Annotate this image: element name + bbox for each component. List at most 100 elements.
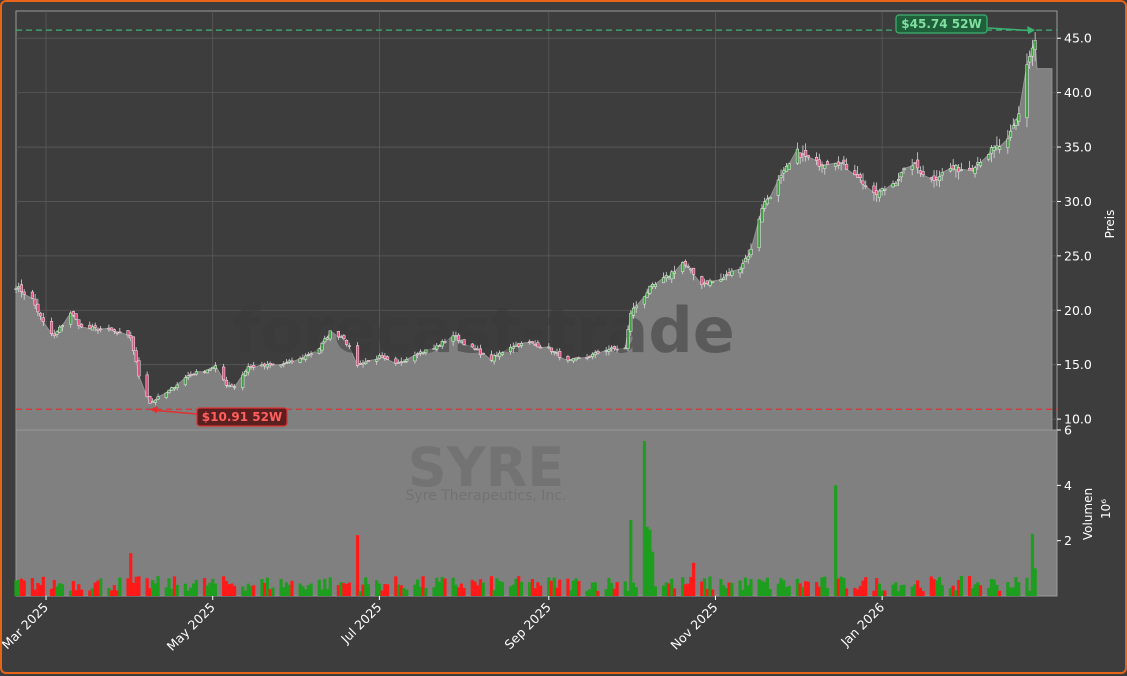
volume-bar <box>820 577 824 596</box>
price-tick-label: 25.0 <box>1064 248 1092 263</box>
volume-bar <box>481 582 485 596</box>
volume-bar <box>741 589 745 596</box>
candle-body <box>454 335 458 337</box>
candle-body <box>49 321 54 334</box>
volume-bar <box>153 583 157 596</box>
volume-bar <box>547 577 551 596</box>
candle-body <box>571 358 575 362</box>
volume-bar <box>615 582 619 596</box>
price-tick-label: 20.0 <box>1064 303 1092 318</box>
volume-bar <box>738 580 742 596</box>
volume-bar <box>730 582 734 596</box>
candle-body <box>323 338 327 343</box>
volume-bar <box>839 576 843 596</box>
volume-bar <box>189 587 193 596</box>
candle-body <box>588 355 592 358</box>
candle-body <box>815 156 819 161</box>
candle-body <box>648 285 652 294</box>
candle-body <box>30 291 34 299</box>
volume-bar <box>722 585 726 596</box>
candle-body <box>798 152 802 158</box>
volume-bar <box>347 582 351 596</box>
volume-bar <box>298 583 302 596</box>
candle-body <box>202 371 207 373</box>
candle-body <box>211 366 215 369</box>
candle-body <box>107 327 111 330</box>
volume-bar <box>55 586 59 596</box>
candle-body <box>421 352 425 354</box>
candle-body <box>306 354 310 356</box>
candle-body <box>224 379 228 386</box>
candle-body <box>623 347 627 350</box>
volume-bar <box>224 581 228 596</box>
candle-body <box>948 168 952 172</box>
candle-body <box>645 292 649 298</box>
candle-body <box>910 165 914 170</box>
volume-bar <box>765 577 769 596</box>
candle-body <box>222 366 226 381</box>
volume-bar <box>577 581 581 596</box>
volume-bar <box>457 587 461 596</box>
price-tick-label: 15.0 <box>1064 357 1092 372</box>
candle-body <box>877 190 881 198</box>
volume-bar <box>394 576 398 596</box>
candle-body <box>1009 130 1013 138</box>
candle-body <box>192 373 196 376</box>
volume-bar <box>667 583 671 596</box>
candle-body <box>386 356 390 360</box>
candle-body <box>164 392 168 398</box>
volume-panel <box>15 429 1058 597</box>
candle-body <box>921 171 925 176</box>
volume-bar <box>459 583 463 596</box>
volume-bar <box>959 575 963 596</box>
candle-body <box>1006 138 1010 148</box>
candle-body <box>134 350 138 363</box>
volume-bar <box>77 584 81 596</box>
volume-bar <box>760 580 764 596</box>
volume-bar <box>440 576 444 596</box>
volume-bar <box>432 587 436 596</box>
volume-bar <box>227 584 231 596</box>
candle-body <box>290 360 294 363</box>
candle-body <box>530 341 534 344</box>
volume-bar <box>380 590 384 596</box>
volume-bar <box>208 582 212 596</box>
volume-bar <box>167 578 171 596</box>
volume-bar <box>864 577 868 596</box>
volume-bar <box>951 585 955 596</box>
volume-bar <box>205 585 209 596</box>
candle-body <box>71 311 75 316</box>
candle-body <box>383 355 387 359</box>
candle-body <box>41 317 45 323</box>
candle-body <box>664 275 668 279</box>
volume-bar <box>265 577 269 596</box>
candle-body <box>692 267 696 275</box>
volume-bar <box>1030 533 1035 596</box>
candle-body <box>129 335 133 339</box>
volume-bar <box>935 580 939 596</box>
candle-body <box>208 368 212 371</box>
candle-body <box>642 296 646 305</box>
candle-body <box>853 170 857 175</box>
candle-body <box>539 346 543 349</box>
volume-bar <box>451 577 455 596</box>
volume-bar <box>653 586 657 596</box>
candle-body <box>380 355 384 358</box>
candle-body <box>757 218 761 248</box>
volume-bar <box>566 578 570 596</box>
volume-bar <box>957 579 961 596</box>
volume-bar <box>74 590 78 596</box>
candle-body <box>355 345 360 366</box>
candle-body <box>252 365 256 368</box>
volume-bar <box>700 581 704 596</box>
x-tick-label: Jul 2025 <box>337 600 384 647</box>
candle-body <box>817 159 821 167</box>
volume-bar <box>60 584 65 596</box>
candle-body <box>14 288 18 291</box>
volume-bar <box>263 582 267 596</box>
volume-bar <box>304 589 308 596</box>
candle-body <box>58 326 62 333</box>
volume-bar <box>500 581 504 596</box>
volume-bar <box>921 591 925 596</box>
